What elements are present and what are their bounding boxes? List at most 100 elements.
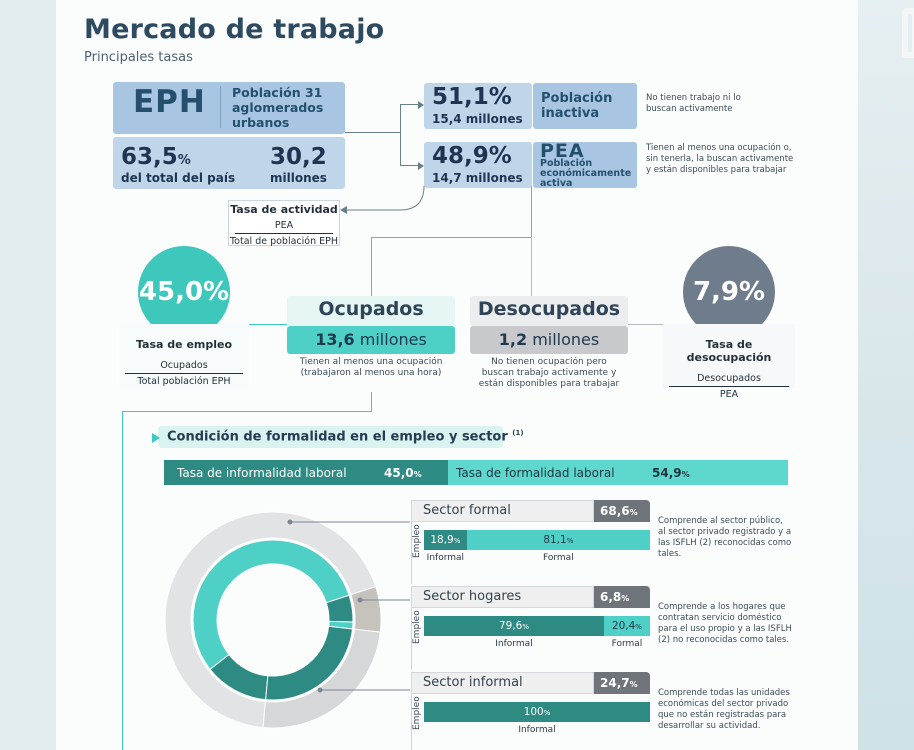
inactiva-values-box bbox=[424, 83, 532, 129]
ocupados-value-box bbox=[287, 326, 455, 354]
activity-rate-denominator: Total de población EPH bbox=[229, 236, 339, 247]
empleo-label: Empleo bbox=[412, 524, 422, 558]
sector-note: Comprende a los hogares que contratan se… bbox=[658, 602, 792, 645]
employment-rate-label: Tasa de empleo bbox=[135, 338, 233, 351]
eph-millions: 30,2 bbox=[270, 144, 327, 170]
pea-note: Tienen al menos una ocupación o, sin ten… bbox=[646, 143, 794, 175]
employment-bar-label: Informal bbox=[426, 553, 465, 563]
desocupados-title-box bbox=[470, 296, 628, 326]
employment-bar-value: 81,1% bbox=[543, 534, 574, 546]
sector-share-box bbox=[594, 672, 650, 694]
sector-name-box bbox=[411, 500, 594, 522]
pea-sublabel: Población económicamente activa bbox=[540, 158, 632, 189]
employment-rate-denominator: Total población EPH bbox=[137, 376, 231, 387]
employment-rate-circle: 45,0% bbox=[138, 246, 230, 338]
connector bbox=[531, 237, 532, 297]
ocupados-note: Tienen al menos una ocupación (trabajaro… bbox=[299, 357, 443, 378]
eph-logo: EPH bbox=[133, 84, 206, 120]
side-background bbox=[858, 0, 914, 750]
connector bbox=[628, 324, 664, 325]
donut-inner-formal-sector-formal bbox=[192, 539, 350, 671]
sector-bracket bbox=[411, 608, 412, 670]
donut-slice-sector-formal bbox=[164, 511, 377, 729]
unemployment-rate-numerator: Desocupados bbox=[697, 373, 761, 384]
sector-note: Comprende al sector público, al sector p… bbox=[658, 516, 792, 559]
corner-decoration bbox=[902, 8, 914, 58]
connector bbox=[371, 392, 372, 412]
sector-bracket bbox=[411, 522, 412, 584]
inactiva-label: Población inactiva bbox=[541, 91, 613, 121]
sector-share-box bbox=[594, 586, 650, 608]
leader-lines bbox=[287, 519, 410, 693]
employment-bar-informal bbox=[424, 530, 467, 550]
activity-rate-numerator: PEA bbox=[274, 220, 294, 231]
eph-percent-label: del total del país bbox=[121, 171, 236, 185]
eph-body bbox=[113, 137, 345, 189]
connector bbox=[122, 411, 123, 750]
inactiva-label-box bbox=[533, 83, 637, 129]
employment-bar-value: 18,9% bbox=[430, 534, 461, 546]
connector bbox=[531, 186, 532, 238]
inactiva-millions: 15,4 millones bbox=[432, 112, 523, 126]
connector bbox=[345, 132, 400, 133]
sector-name: Sector hogares bbox=[423, 589, 522, 604]
connector bbox=[371, 237, 372, 297]
employment-bar-label: Informal bbox=[518, 725, 556, 735]
eph-description: Población 31 aglomerados urbanos bbox=[232, 85, 324, 130]
employment-bar-label: Formal bbox=[543, 553, 574, 563]
empleo-label: Empleo bbox=[412, 610, 422, 644]
page-title: Mercado de trabajo bbox=[84, 14, 385, 45]
arrow-right-icon bbox=[418, 101, 424, 109]
informality-rate-bar bbox=[164, 460, 448, 485]
employment-rate-formula: Tasa de empleo Ocupados Total población … bbox=[119, 324, 249, 388]
desocupados-title: Desocupados bbox=[477, 298, 621, 320]
inactiva-note: No tienen trabajo ni lo buscan activamen… bbox=[646, 93, 741, 114]
formality-rate-label: Tasa de formalidad laboral bbox=[456, 466, 615, 480]
unemployment-rate-label: Tasa de desocupación bbox=[686, 338, 772, 364]
sector-bracket bbox=[411, 694, 412, 750]
ocupados-title: Ocupados bbox=[318, 298, 424, 320]
informality-rate-value: 45,0% bbox=[384, 466, 422, 480]
desocupados-note: No tienen ocupación pero buscan trabajo … bbox=[478, 357, 620, 389]
pea-label-box bbox=[533, 142, 637, 188]
pea-label: PEA bbox=[540, 140, 585, 162]
pea-millions: 14,7 millones bbox=[432, 171, 523, 185]
employment-bar-informal bbox=[424, 702, 650, 722]
formality-rate-value: 54,9% bbox=[652, 466, 690, 480]
sector-share: 24,7% bbox=[600, 676, 638, 690]
sector-name-box bbox=[411, 672, 594, 694]
unemployment-rate-formula: Tasa de desocupación Desocupados PEA bbox=[663, 324, 795, 400]
connector bbox=[249, 324, 287, 325]
sector-donut-chart bbox=[164, 511, 382, 729]
pea-percent: 48,9% bbox=[432, 143, 512, 169]
employment-bar-value: 79,6% bbox=[498, 620, 529, 632]
pea-values-box bbox=[424, 142, 532, 188]
eph-header bbox=[113, 82, 345, 134]
ocupados-value: 13,6 millones bbox=[315, 330, 427, 349]
activity-rate-title: Tasa de actividad bbox=[230, 203, 338, 216]
employment-bar-value: 20,4% bbox=[611, 620, 642, 632]
connector bbox=[400, 104, 401, 166]
empleo-label: Empleo bbox=[412, 696, 422, 730]
employment-bar-label: Informal bbox=[495, 639, 533, 649]
ocupados-title-box bbox=[287, 296, 455, 326]
formality-rate-bar bbox=[448, 460, 788, 485]
connector bbox=[371, 237, 532, 238]
sector-share-box bbox=[594, 500, 650, 522]
eph-millions-label: millones bbox=[270, 171, 327, 185]
formality-heading-box bbox=[158, 426, 503, 448]
employment-bar-value: 100% bbox=[523, 706, 551, 718]
donut-inner-informal-sector bbox=[265, 625, 354, 701]
connector bbox=[400, 165, 422, 166]
employment-bar-informal bbox=[424, 616, 604, 636]
unemployment-rate-denominator: PEA bbox=[719, 389, 739, 400]
formality-heading: Condición de formalidad en el empleo y s… bbox=[167, 429, 524, 445]
inactiva-percent: 51,1% bbox=[432, 84, 512, 110]
desocupados-value-box bbox=[470, 326, 628, 354]
sector-note: Comprende todas las unidades económicas … bbox=[658, 688, 790, 731]
sector-share: 68,6% bbox=[600, 504, 638, 518]
employment-bar-label: Formal bbox=[611, 639, 643, 649]
activity-rate-formula: Tasa de actividad PEA Total de población… bbox=[228, 200, 340, 247]
activity-arrow bbox=[340, 185, 425, 214]
desocupados-value: 1,2 millones bbox=[498, 330, 600, 349]
